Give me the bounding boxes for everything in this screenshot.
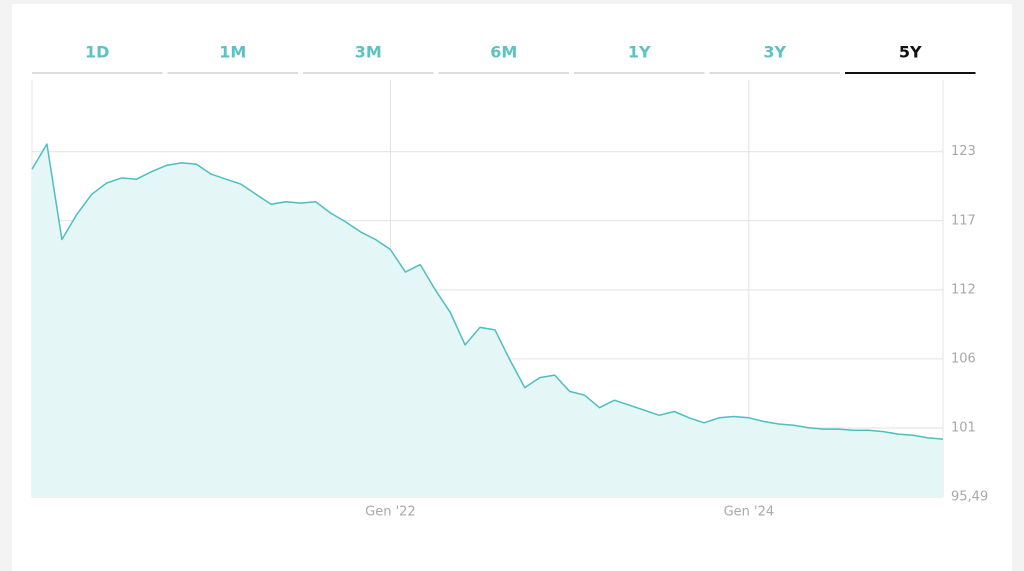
- tab-label[interactable]: 3M: [355, 43, 382, 62]
- tab-bar: 1D 1M 3M 6M 1Y 3Y 5Y: [32, 43, 976, 74]
- y-tick-label: 106: [951, 351, 976, 366]
- tab-label[interactable]: 1M: [219, 43, 246, 62]
- tab-label[interactable]: 6M: [490, 43, 517, 62]
- tab-label[interactable]: 3Y: [763, 43, 786, 62]
- tab-label[interactable]: 5Y: [899, 43, 922, 62]
- y-tick-label: 123: [951, 144, 976, 159]
- y-tick-label: 101: [951, 420, 976, 435]
- y-tick-label: 95,49: [951, 490, 988, 505]
- tab-label[interactable]: 1Y: [628, 43, 651, 62]
- price-line: [31, 143, 944, 440]
- x-tick-label: Gen '22: [365, 505, 416, 520]
- y-tick-label: 112: [951, 282, 976, 297]
- tab-label[interactable]: 1D: [85, 43, 109, 62]
- y-tick-label: 117: [951, 213, 976, 228]
- area-fill: [32, 144, 943, 497]
- x-tick-label: Gen '24: [724, 505, 775, 520]
